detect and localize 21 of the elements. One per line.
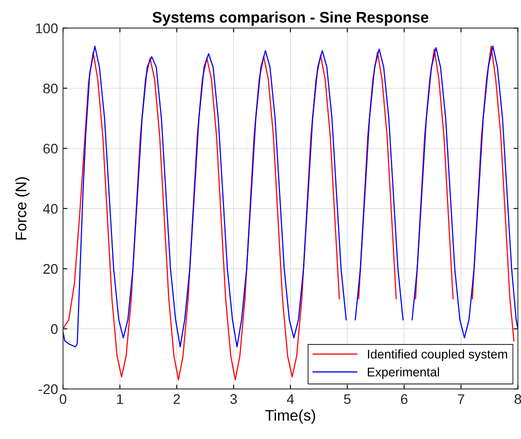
x-tick-label: 8 <box>514 394 521 404</box>
x-tick-label: 5 <box>344 394 351 404</box>
y-tick-label: 40 <box>43 204 58 214</box>
y-axis-title: Force (N) <box>15 177 30 240</box>
y-tick-label: 0 <box>51 324 58 334</box>
x-tick-label: 2 <box>174 394 180 404</box>
x-axis-title: Time(s) <box>265 410 316 424</box>
x-tick-label: 7 <box>458 394 464 404</box>
x-tick-label: 1 <box>117 394 124 404</box>
legend-label: Experimental <box>368 367 439 379</box>
y-tick-label: 80 <box>43 84 58 94</box>
y-tick-label: 20 <box>43 264 58 274</box>
x-tick-label: 6 <box>401 394 408 404</box>
y-tick-label: 100 <box>36 23 58 34</box>
y-tick-label: -20 <box>38 384 58 394</box>
y-tick-label: 60 <box>43 144 58 154</box>
x-tick-label: 0 <box>60 394 66 404</box>
legend-label: Identified coupled system <box>368 349 508 362</box>
x-tick-label: 4 <box>286 394 294 404</box>
chart-title: Systems comparison - Sine Response <box>152 11 428 26</box>
x-tick-label: 3 <box>230 394 237 404</box>
